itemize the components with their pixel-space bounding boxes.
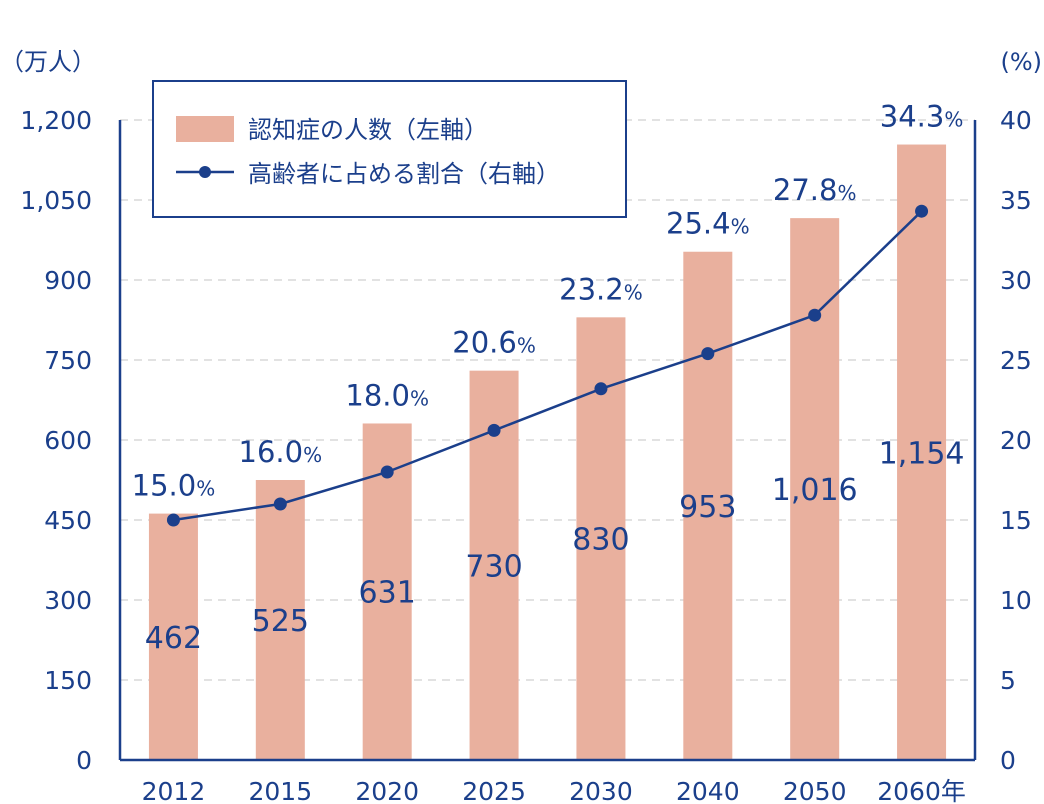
bar — [683, 251, 733, 760]
right-axis-tick-label: 25 — [1000, 346, 1032, 375]
x-axis-tick-label: 2020 — [355, 777, 419, 804]
x-axis-tick-label: 2012 — [142, 777, 206, 804]
right-axis-tick-label: 10 — [1000, 586, 1032, 615]
legend-box — [152, 80, 627, 218]
legend-line-marker — [199, 166, 211, 178]
line-point — [380, 465, 394, 479]
bar — [790, 218, 840, 761]
bar — [255, 480, 305, 760]
line-point — [594, 382, 608, 396]
bar-value-label: 830 — [572, 523, 629, 558]
percent-sign: % — [517, 334, 536, 358]
line-point — [701, 347, 715, 361]
right-axis-tick-label: 30 — [1000, 266, 1032, 295]
bar-value-label: 631 — [359, 576, 416, 611]
bar-value-label: 1,016 — [772, 473, 858, 508]
legend-bar-label: 認知症の人数（左軸） — [248, 116, 488, 144]
legend-line-label: 高齢者に占める割合（右軸） — [248, 160, 560, 188]
percent-sign: % — [944, 108, 963, 132]
bar — [897, 144, 947, 761]
left-axis-tick-label: 1,200 — [20, 106, 92, 135]
percent-sign: % — [731, 215, 750, 239]
bar-value-label: 953 — [679, 490, 736, 525]
left-axis-tick-label: 600 — [44, 426, 92, 455]
percent-sign: % — [837, 181, 856, 205]
percent-value: 20.6 — [452, 326, 517, 360]
percent-label: 25.4% — [666, 207, 750, 241]
percent-label: 20.6% — [452, 326, 536, 360]
percent-value: 18.0 — [345, 378, 410, 412]
line-point — [487, 423, 501, 437]
right-axis-tick-label: 35 — [1000, 186, 1032, 215]
bar-series — [148, 144, 947, 761]
percent-value: 34.3 — [880, 100, 945, 134]
x-axis-tick-label: 2030 — [569, 777, 633, 804]
right-axis-tick-label: 0 — [1000, 746, 1016, 775]
bar-value-label: 730 — [465, 549, 522, 584]
left-axis-tick-label: 300 — [44, 586, 92, 615]
line-point — [915, 204, 929, 218]
left-axis-unit: （万人） — [0, 48, 96, 76]
percent-sign: % — [624, 280, 643, 304]
line-point — [273, 497, 287, 511]
percent-sign: % — [410, 386, 429, 410]
percent-value: 16.0 — [239, 435, 304, 469]
right-axis-tick-label: 5 — [1000, 666, 1016, 695]
percent-value: 25.4 — [666, 207, 731, 241]
bar — [148, 513, 198, 760]
percent-label: 18.0% — [345, 378, 429, 412]
x-axis-tick-label: 2060年 — [877, 777, 966, 804]
percent-label: 27.8% — [773, 173, 857, 207]
left-axis-tick-label: 150 — [44, 666, 92, 695]
left-axis-tick-label: 750 — [44, 346, 92, 375]
line-point — [808, 308, 822, 322]
percent-label: 34.3% — [880, 100, 964, 134]
left-axis-tick-label: 450 — [44, 506, 92, 535]
left-axis-tick-label: 900 — [44, 266, 92, 295]
percent-label: 16.0% — [239, 435, 323, 469]
bar-value-label: 462 — [145, 621, 202, 656]
legend-bar-swatch — [176, 116, 234, 142]
line-series — [166, 204, 929, 527]
axes: 0 0 150 5 300 10 450 15 600 20 750 25 900 30 1,050 35 1,… — [20, 106, 1031, 804]
right-axis-unit: (%) — [1000, 48, 1042, 76]
right-axis-tick-label: 15 — [1000, 506, 1032, 535]
x-axis-tick-label: 2025 — [462, 777, 526, 804]
percent-label: 23.2% — [559, 272, 643, 306]
x-axis-tick-label: 2040 — [676, 777, 740, 804]
left-axis-tick-label: 1,050 — [20, 186, 92, 215]
line-point — [166, 513, 180, 527]
left-axis-tick-label: 0 — [76, 746, 92, 775]
percent-sign: % — [196, 477, 215, 501]
bar-value-label: 525 — [252, 604, 309, 639]
percent-sign: % — [303, 443, 322, 467]
bar-value-label: 1,154 — [879, 436, 965, 471]
percent-value: 27.8 — [773, 173, 838, 207]
percent-value: 15.0 — [132, 469, 197, 503]
x-axis-tick-label: 2015 — [249, 777, 313, 804]
line-series-path — [173, 210, 923, 522]
legend: 認知症の人数（左軸） 高齢者に占める割合（右軸） — [152, 80, 627, 218]
percent-label: 15.0% — [132, 469, 216, 503]
bar — [362, 423, 412, 760]
x-axis-tick-label: 2050 — [783, 777, 847, 804]
right-axis-tick-label: 40 — [1000, 106, 1032, 135]
percent-value: 23.2 — [559, 272, 624, 306]
right-axis-tick-label: 20 — [1000, 426, 1032, 455]
